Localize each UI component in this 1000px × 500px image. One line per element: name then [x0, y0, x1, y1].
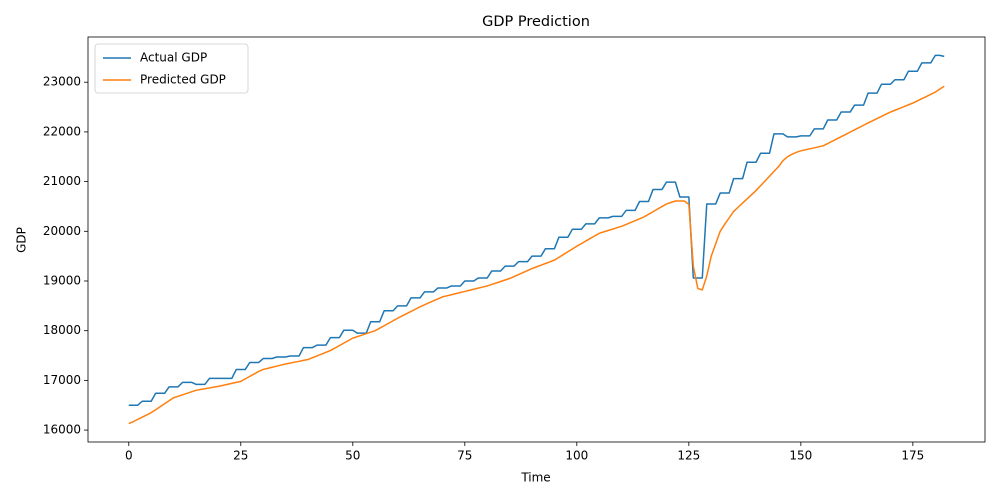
y-tick-label: 22000	[43, 124, 81, 138]
legend-frame	[94, 43, 249, 94]
y-axis-label: GDP	[15, 227, 29, 253]
y-tick-label: 21000	[43, 174, 81, 188]
x-tick-label: 50	[345, 449, 360, 463]
data-line	[128, 85, 945, 425]
legend-label: Predicted GDP	[140, 73, 226, 87]
x-tick-label: 100	[565, 449, 588, 463]
x-tick-label: 25	[233, 449, 248, 463]
chart-title: GDP Prediction	[482, 14, 590, 30]
y-tick-label: 23000	[43, 75, 81, 89]
y-tick-label: 19000	[43, 273, 81, 287]
y-tick-label: 20000	[43, 224, 81, 238]
x-tick-label: 125	[677, 449, 700, 463]
x-axis-label: Time	[520, 471, 550, 485]
y-tick-label: 17000	[43, 373, 81, 387]
legend-label: Actual GDP	[140, 51, 207, 65]
x-tick-label: 150	[789, 449, 812, 463]
data-line	[128, 54, 945, 406]
y-tick-label: 18000	[43, 323, 81, 337]
plot-frame	[87, 36, 986, 443]
x-tick-label: 0	[125, 449, 133, 463]
x-tick-label: 75	[457, 449, 472, 463]
legend: Actual GDP Predicted GDP	[94, 43, 249, 94]
y-tick-label: 16000	[43, 423, 81, 437]
x-tick-label: 175	[901, 449, 924, 463]
